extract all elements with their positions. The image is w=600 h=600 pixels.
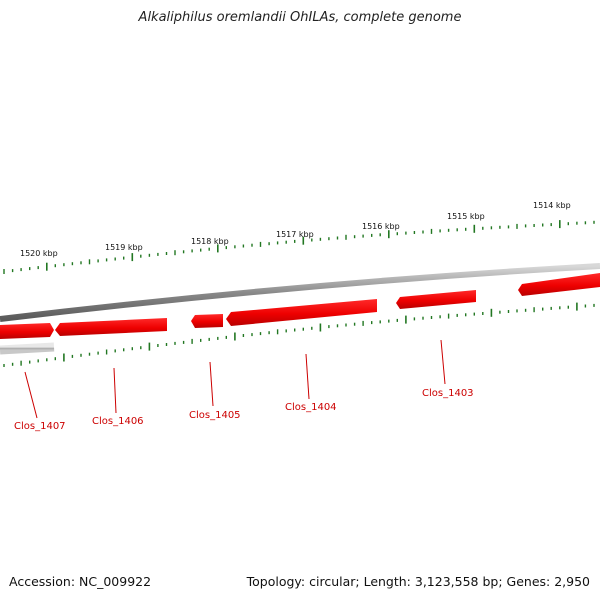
gene-feature-1407 (0, 323, 54, 339)
gene-label-clos-1403: Clos_1403 (422, 388, 474, 399)
gene-feature-1402 (518, 273, 600, 296)
scale-label: 1519 kbp (105, 243, 143, 252)
scale-label: 1517 kbp (276, 230, 314, 239)
scale-label: 1518 kbp (191, 237, 229, 246)
gene-feature-1404 (226, 299, 377, 326)
scale-label: 1516 kbp (362, 222, 400, 231)
gene-label-clos-1407: Clos_1407 (14, 421, 66, 432)
scale-label: 1515 kbp (447, 212, 485, 221)
page-title: Alkaliphilus oremlandii OhILAs, complete… (138, 10, 462, 25)
gene-leader-line (440, 339, 446, 385)
upper-scale-ticks (3, 220, 595, 274)
scale-label: 1514 kbp (533, 201, 571, 210)
gene-label-clos-1405: Clos_1405 (189, 410, 241, 421)
genome-backbone (0, 263, 600, 322)
gene-leader-line (113, 367, 117, 414)
gene-feature-1403 (396, 290, 476, 309)
gene-label-clos-1404: Clos_1404 (285, 402, 337, 413)
gene-label-clos-1406: Clos_1406 (92, 416, 144, 427)
gene-feature-1406 (55, 318, 167, 336)
gene-leader-line (305, 353, 310, 400)
gene-leader-line (24, 371, 38, 419)
gene-feature-1405 (191, 314, 223, 328)
lower-scale-ticks (3, 302, 595, 367)
genome-summary-text: Topology: circular; Length: 3,123,558 bp… (246, 574, 590, 589)
gene-leader-line (209, 361, 214, 407)
accession-text: Accession: NC_009922 (9, 574, 152, 589)
scale-label: 1520 kbp (20, 249, 58, 258)
genome-backbone-segment (0, 342, 55, 355)
